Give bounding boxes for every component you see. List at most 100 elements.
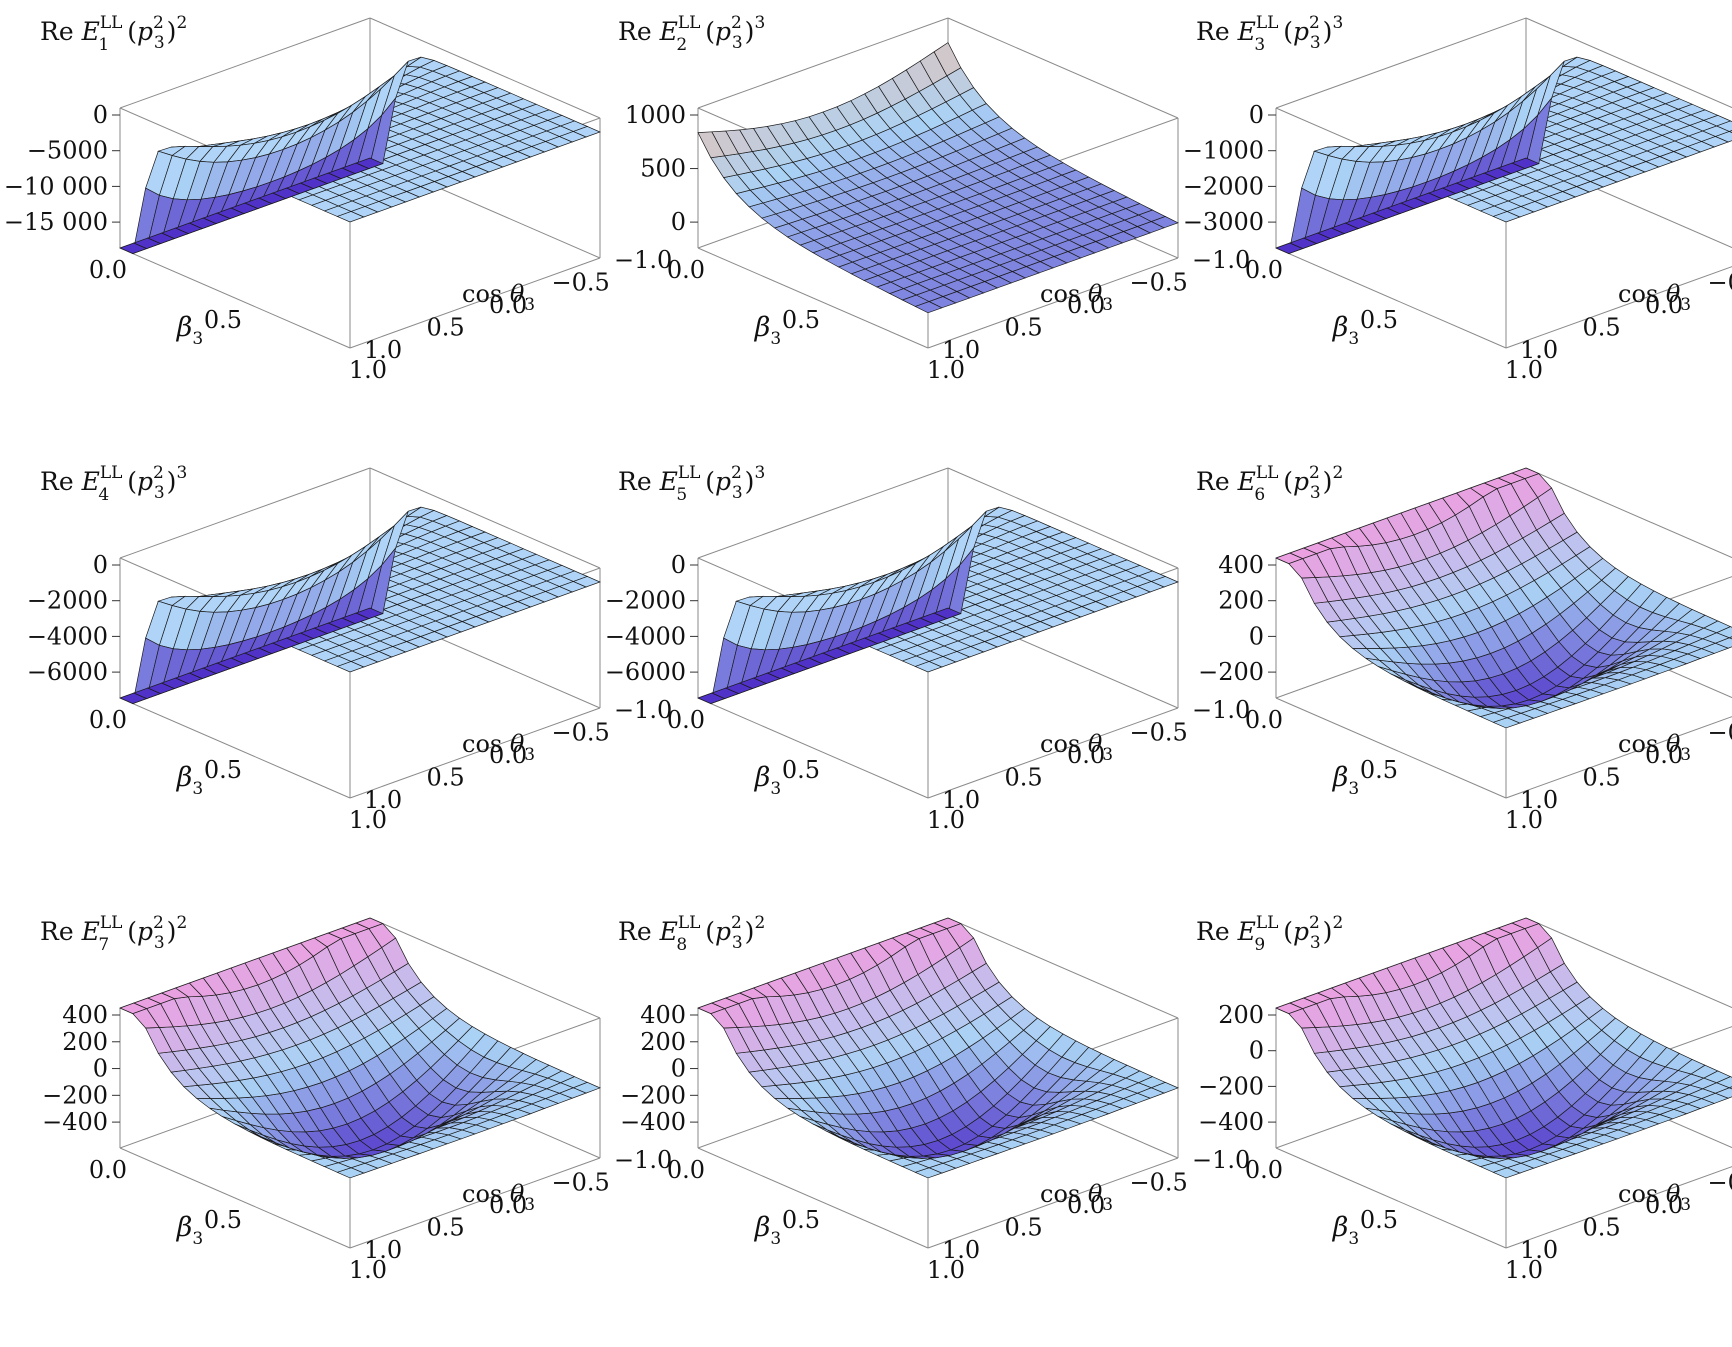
y-tick-label: −0.5 — [552, 719, 610, 747]
y-tick-label: 0.0 — [1067, 291, 1105, 319]
surface-cell — [933, 607, 962, 619]
z-tick-label: 0 — [671, 551, 686, 579]
plot-title: Re ELL 6 (p2 3)2 — [1196, 463, 1343, 505]
z-tick-label: 200 — [62, 1028, 108, 1056]
y-axis-title: cos θ3 — [1618, 1180, 1691, 1215]
box-edge — [119, 1147, 351, 1249]
box-edge — [349, 707, 601, 799]
surface-plot-6: Re ELL6(p23)24002000−2000.00.51.0β3−1.0−… — [1196, 463, 1732, 834]
box-edge — [1525, 467, 1732, 559]
y-tick-label: −1.0 — [1192, 696, 1250, 724]
y-tick-label: 0.5 — [1583, 314, 1621, 342]
box-edge — [1505, 266, 1732, 349]
x-tick-label: 0.5 — [782, 1206, 820, 1234]
z-tick-label: −400 — [1198, 1108, 1264, 1136]
z-tick-label: 400 — [62, 1001, 108, 1029]
z-tick-label: 0 — [1249, 101, 1264, 129]
x-tick-label: 0.0 — [667, 1156, 705, 1184]
y-tick-label: −0.5 — [1708, 1169, 1732, 1197]
z-tick-label: 400 — [640, 1001, 686, 1029]
y-tick-label: 1.0 — [942, 786, 980, 814]
y-tick-label: 0.5 — [1005, 764, 1043, 792]
y-tick-label: −1.0 — [614, 1146, 672, 1174]
box-edge — [349, 257, 601, 349]
box-edge — [369, 917, 601, 1019]
box-edge — [947, 917, 1179, 1019]
box-edge — [927, 257, 1179, 349]
z-tick-label: 500 — [640, 155, 686, 183]
plot-title: Re ELL 1 (p2 3)2 — [40, 13, 187, 55]
box-edge — [1525, 17, 1732, 109]
y-tick-label: −0.5 — [552, 1169, 610, 1197]
box-edge — [119, 467, 371, 559]
x-axis-title: β3 — [176, 762, 203, 799]
y-tick-label: 1.0 — [1520, 1236, 1558, 1264]
x-tick-label: 0.0 — [1245, 706, 1283, 734]
y-tick-label: −0.5 — [1708, 719, 1732, 747]
y-axis-title: cos θ3 — [462, 280, 535, 315]
x-tick-label: 0.0 — [89, 1156, 127, 1184]
z-tick-label: −3000 — [1183, 208, 1264, 236]
z-tick-label: −200 — [1198, 658, 1264, 686]
y-axis-title: cos θ3 — [1618, 280, 1691, 315]
y-tick-label: −0.5 — [1708, 269, 1732, 297]
y-axis-title: cos θ3 — [1040, 1180, 1113, 1215]
plot-title: Re ELL 2 (p2 3)3 — [618, 13, 765, 55]
box-edge — [1505, 716, 1732, 799]
y-tick-label: 0.5 — [1583, 764, 1621, 792]
y-axis-title: cos θ3 — [1040, 280, 1113, 315]
z-tick-label: −5000 — [27, 137, 108, 165]
x-tick-label: 1.0 — [927, 356, 965, 384]
z-tick-label: −2000 — [27, 587, 108, 615]
x-tick-label: 0.0 — [89, 256, 127, 284]
x-tick-label: 0.0 — [667, 256, 705, 284]
z-tick-label: 200 — [1218, 1001, 1264, 1029]
surface-plot-5: Re ELL 5 (p2 3)3 0 −2000 −4000 −6000 0.0 0.5 1.0 β3… — [605, 463, 1250, 834]
surface-cell — [355, 917, 384, 929]
y-tick-label: 1.0 — [364, 786, 402, 814]
x-tick-label: 0.0 — [89, 706, 127, 734]
surface-cell — [933, 42, 962, 77]
z-tick-label: 0 — [671, 1055, 686, 1083]
plot-title: Re ELL 7 (p2 3)2 — [40, 913, 187, 955]
y-axis-title: cos θ3 — [1618, 730, 1691, 765]
y-tick-label: 0.5 — [1583, 1214, 1621, 1242]
x-tick-label: 1.0 — [1505, 806, 1543, 834]
box-edge — [697, 697, 929, 799]
y-tick-label: 1.0 — [364, 1236, 402, 1264]
box-edge — [697, 1147, 929, 1249]
z-tick-label: 200 — [1218, 587, 1264, 615]
z-tick-label: 1000 — [625, 101, 686, 129]
x-axis-title: β3 — [176, 312, 203, 349]
x-tick-label: 1.0 — [1505, 356, 1543, 384]
y-tick-label: 0.5 — [427, 314, 465, 342]
x-tick-label: 0.0 — [667, 706, 705, 734]
box-edge — [697, 467, 949, 559]
x-tick-label: 0.5 — [204, 756, 242, 784]
box-edge — [927, 1157, 1179, 1249]
z-tick-label: −400 — [620, 1108, 686, 1136]
box-edge — [119, 247, 351, 349]
x-axis-title: β3 — [754, 312, 781, 349]
y-tick-label: 1.0 — [942, 1236, 980, 1264]
y-tick-label: 0.5 — [1005, 314, 1043, 342]
x-tick-label: 1.0 — [349, 1256, 387, 1284]
y-tick-label: 0.0 — [1645, 1191, 1683, 1219]
surface-cell — [933, 917, 962, 929]
x-tick-label: 0.5 — [204, 1206, 242, 1234]
z-tick-label: 0 — [93, 551, 108, 579]
z-tick-label: 400 — [1218, 551, 1264, 579]
y-tick-label: −0.5 — [552, 269, 610, 297]
y-tick-label: −0.5 — [1130, 1169, 1188, 1197]
x-tick-label: 1.0 — [927, 1256, 965, 1284]
y-tick-label: 0.5 — [1005, 1214, 1043, 1242]
y-tick-label: 0.0 — [489, 291, 527, 319]
y-tick-label: −0.5 — [1130, 719, 1188, 747]
box-edge — [349, 1157, 601, 1249]
y-tick-label: −1.0 — [1192, 246, 1250, 274]
y-tick-label: −1.0 — [1192, 1146, 1250, 1174]
plot-title: Re ELL 9 (p2 3)2 — [1196, 913, 1343, 955]
x-axis-title: β3 — [1332, 762, 1359, 799]
box-edge — [119, 697, 351, 799]
